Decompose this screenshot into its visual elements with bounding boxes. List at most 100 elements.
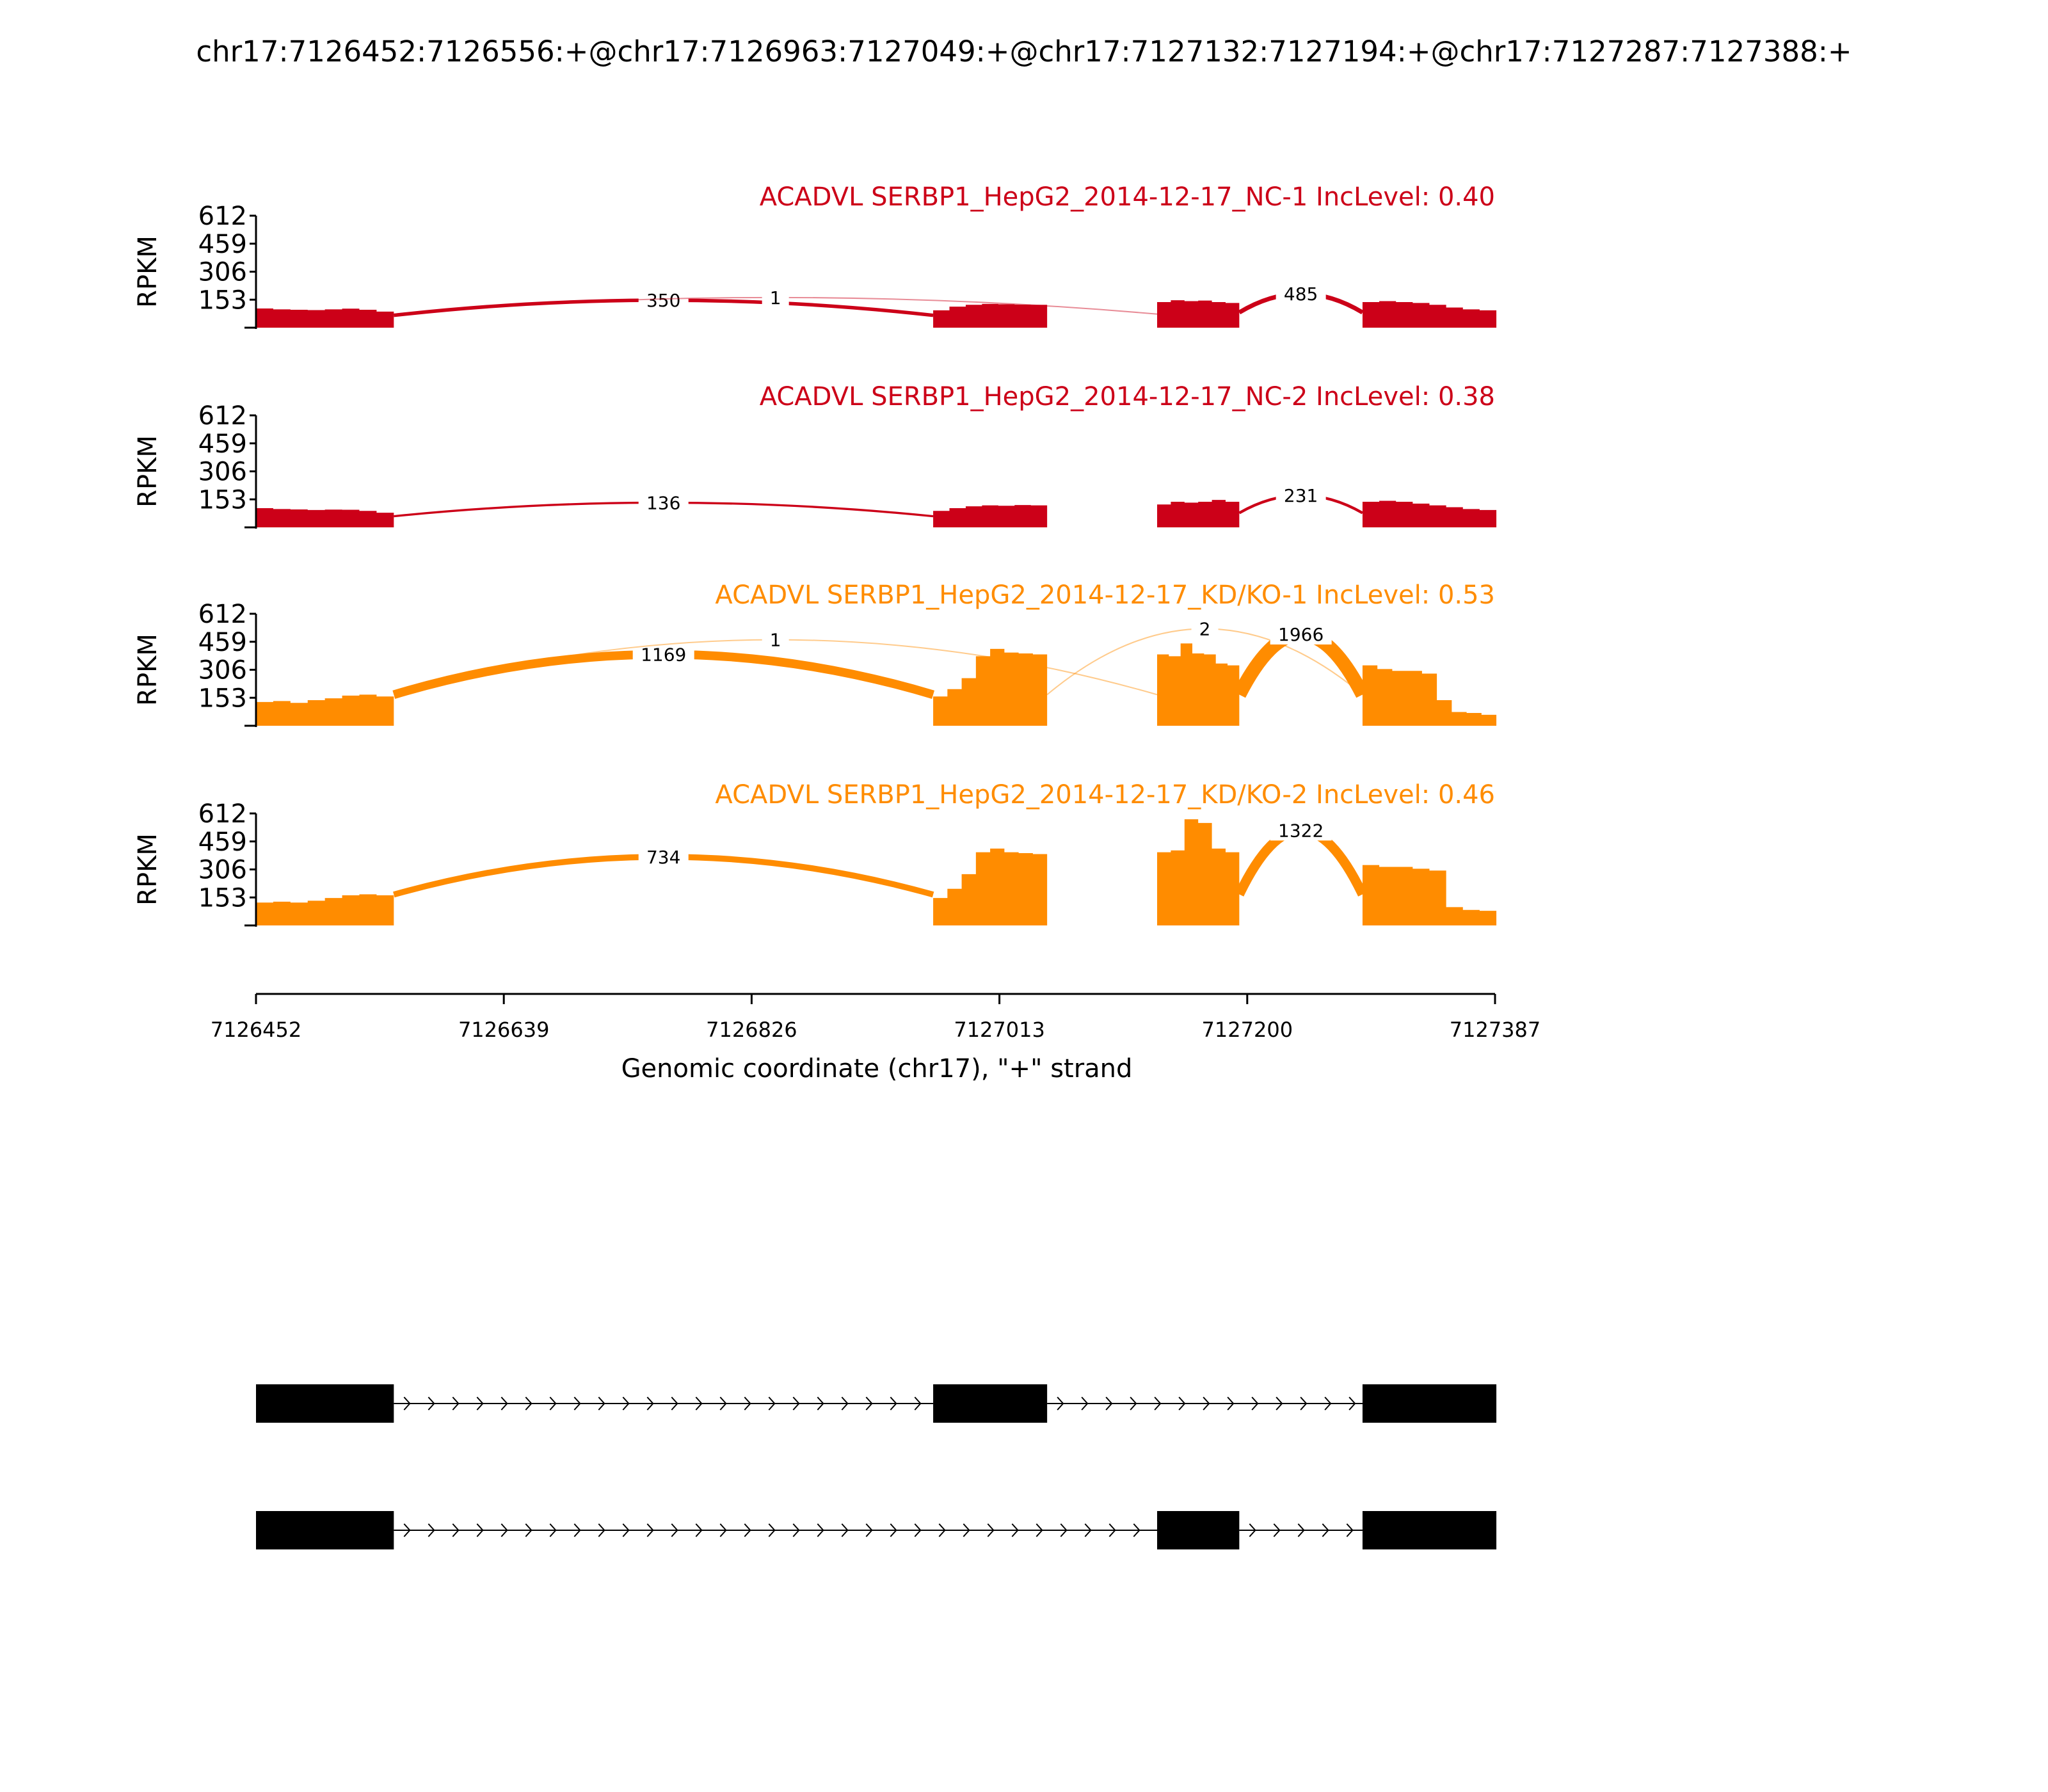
y-tick-label: 612	[198, 600, 247, 629]
coverage-area	[256, 308, 394, 328]
strand-chevron-icon	[1081, 1396, 1089, 1411]
coverage-area	[933, 848, 1048, 925]
strand-chevron-icon	[1348, 1396, 1356, 1411]
strand-chevron-icon	[719, 1523, 727, 1537]
strand-chevron-icon	[525, 1523, 532, 1537]
junction-count-label: 1322	[1278, 820, 1324, 841]
y-axis-label: RPKM	[133, 833, 163, 906]
strand-chevron-icon	[1108, 1523, 1116, 1537]
strand-chevron-icon	[817, 1396, 824, 1411]
strand-chevron-icon	[622, 1396, 630, 1411]
x-tick-label: 7127013	[954, 1018, 1045, 1042]
strand-chevron-icon	[671, 1523, 678, 1537]
strand-chevron-icon	[403, 1523, 411, 1537]
coverage-area	[256, 508, 394, 527]
y-tick-label: 306	[198, 458, 247, 487]
strand-chevron-icon	[428, 1396, 435, 1411]
exon-block	[1157, 1511, 1240, 1549]
strand-chevron-icon	[744, 1523, 751, 1537]
y-tick-label: 153	[198, 485, 247, 515]
strand-chevron-icon	[598, 1396, 605, 1411]
strand-chevron-icon	[671, 1396, 678, 1411]
junction-label-bg	[638, 289, 689, 311]
junction-label-bg	[1276, 483, 1326, 506]
gene-models	[256, 1384, 1497, 1549]
coverage-area	[256, 694, 394, 726]
coverage-area	[1157, 819, 1240, 925]
strand-chevron-icon	[476, 1523, 484, 1537]
y-tick-label: 612	[198, 799, 247, 829]
coverage-area	[1157, 500, 1240, 527]
y-tick-label: 153	[198, 684, 247, 713]
strand-chevron-icon	[1249, 1523, 1256, 1537]
strand-chevron-icon	[452, 1523, 460, 1537]
x-axis-label: Genomic coordinate (chr17), "+" strand	[621, 1054, 1133, 1084]
strand-chevron-icon	[1276, 1396, 1283, 1411]
coverage-area	[1362, 665, 1497, 726]
coverage-area	[933, 505, 1048, 527]
strand-chevron-icon	[987, 1523, 995, 1537]
strand-chevron-icon	[890, 1396, 897, 1411]
strand-chevron-icon	[403, 1396, 411, 1411]
coverage-area	[1157, 300, 1240, 328]
strand-chevron-icon	[598, 1523, 605, 1537]
x-tick-label: 7126826	[706, 1018, 797, 1042]
sample-panel: 734 1322 ACADVL SERBP1_HepG2_2014-12-17_KD…	[133, 780, 1497, 927]
y-tick-label: 459	[198, 628, 247, 657]
strand-chevron-icon	[622, 1523, 630, 1537]
strand-chevron-icon	[1084, 1523, 1092, 1537]
strand-chevron-icon	[1178, 1396, 1186, 1411]
transcript-model	[256, 1384, 1497, 1423]
strand-chevron-icon	[768, 1396, 776, 1411]
x-axis: 7126452 7126639 7126826 7127013 7127200 71273…	[211, 993, 1540, 1042]
strand-chevron-icon	[1322, 1523, 1329, 1537]
coverage-area	[933, 648, 1048, 726]
junction-label-bg	[638, 845, 689, 867]
junction-count-label: 734	[646, 847, 680, 868]
strand-chevron-icon	[695, 1396, 703, 1411]
x-tick-label: 7127200	[1202, 1018, 1293, 1042]
y-tick-label: 306	[198, 856, 247, 885]
junction-count-label: 136	[646, 492, 680, 513]
junction-count-label: 2	[1199, 618, 1211, 639]
strand-chevron-icon	[573, 1523, 581, 1537]
junction-label-bg	[1191, 617, 1219, 639]
strand-chevron-icon	[1133, 1523, 1140, 1537]
exon-block	[933, 1384, 1048, 1423]
junction-count-label: 231	[1284, 485, 1318, 506]
x-tick-label: 7126639	[458, 1018, 550, 1042]
y-tick-label: 459	[198, 230, 247, 259]
junction-count-label: 350	[646, 290, 680, 311]
junction-label-bg	[632, 643, 694, 665]
junction-label-bg	[638, 491, 689, 513]
strand-chevron-icon	[549, 1396, 557, 1411]
y-axis-label: RPKM	[133, 236, 163, 308]
transcript-model	[256, 1511, 1497, 1549]
strand-chevron-icon	[841, 1523, 849, 1537]
strand-chevron-icon	[1297, 1523, 1305, 1537]
strand-chevron-icon	[500, 1523, 508, 1537]
y-tick-label: 306	[198, 258, 247, 287]
strand-chevron-icon	[1300, 1396, 1308, 1411]
strand-chevron-icon	[865, 1523, 873, 1537]
sample-panel: 1169 1 2 1966 ACADVL SERBP1_HepG2_2014-12-17…	[133, 580, 1497, 727]
strand-chevron-icon	[817, 1523, 824, 1537]
strand-chevron-icon	[646, 1523, 654, 1537]
strand-chevron-icon	[500, 1396, 508, 1411]
strand-chevron-icon	[1130, 1396, 1137, 1411]
exon-block	[1362, 1384, 1497, 1423]
junction-label-bg	[762, 628, 789, 650]
coverage-area	[256, 894, 394, 925]
sample-label: ACADVL SERBP1_HepG2_2014-12-17_KD/KO-1 I…	[715, 580, 1495, 610]
coverage-area	[933, 303, 1048, 328]
strand-chevron-icon	[1036, 1523, 1043, 1537]
coverage-area	[1362, 865, 1497, 925]
strand-chevron-icon	[1251, 1396, 1259, 1411]
junction-label-bg	[1276, 282, 1326, 305]
strand-chevron-icon	[744, 1396, 751, 1411]
strand-chevron-icon	[1060, 1523, 1068, 1537]
strand-chevron-icon	[963, 1523, 970, 1537]
strand-chevron-icon	[719, 1396, 727, 1411]
strand-chevron-icon	[792, 1396, 800, 1411]
